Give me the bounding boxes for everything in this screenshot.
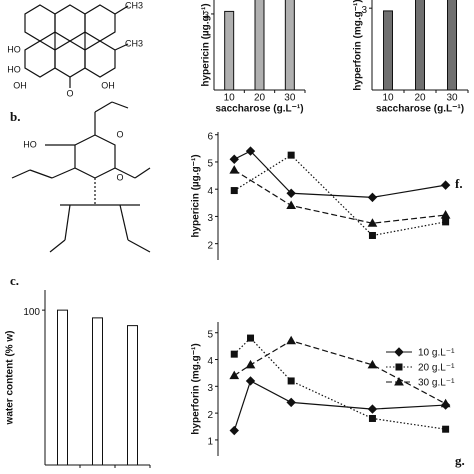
marker [229, 165, 240, 174]
y-tick-label: 3 [361, 5, 367, 16]
marker [440, 210, 451, 219]
series-line [233, 380, 446, 431]
marker [367, 359, 378, 369]
y-tick-label: 5 [207, 329, 213, 340]
y-tick-label: 2 [207, 240, 213, 251]
bar [127, 325, 138, 466]
marker [368, 414, 376, 422]
bar [57, 309, 68, 466]
y-axis-label: hyperforin (mg.g⁻¹) [191, 343, 202, 434]
legend-marker [394, 376, 404, 386]
y-axis-label: hypericin (µg.g⁻¹) [201, 3, 212, 86]
y-tick-label: 5 [207, 159, 213, 170]
marker [230, 187, 238, 195]
bars [383, 0, 457, 91]
marker [368, 231, 376, 239]
marker [442, 218, 450, 226]
bars [224, 0, 295, 91]
y-tick-label: 4 [207, 186, 213, 197]
marker [245, 146, 256, 156]
series-line [233, 337, 446, 430]
marker [440, 398, 451, 408]
x-tick-label: 10 [224, 93, 236, 104]
series-line [233, 340, 446, 405]
marker [286, 188, 296, 198]
marker [245, 359, 256, 369]
y-tick-label: 3 [207, 213, 213, 224]
marker [367, 218, 378, 227]
bar [415, 0, 425, 91]
legend-label: 30 g.L⁻¹ [418, 378, 455, 389]
marker [367, 404, 378, 414]
atom-label: O [116, 172, 123, 182]
atom-label: OH [13, 80, 27, 90]
legend-marker [394, 347, 404, 357]
x-axis-label: saccharose (g.L⁻¹) [215, 104, 303, 115]
bar [284, 0, 295, 91]
y-tick-label: 4 [207, 356, 213, 367]
atom-label: HO [7, 64, 21, 74]
x-tick-label: 20 [414, 93, 426, 104]
x-tick-label: 30 [284, 93, 296, 104]
atom-label: OH [101, 80, 115, 90]
y-tick-label: 6 [207, 131, 213, 142]
hypericin-structure [24, 4, 129, 88]
bar [224, 10, 235, 91]
atom-label: HO [23, 139, 37, 149]
atom-label: CH3 [125, 0, 143, 10]
marker [440, 180, 451, 190]
y-axis-label: water content (% w) [5, 331, 16, 426]
series-line [233, 169, 446, 224]
marker [287, 151, 295, 159]
bar [254, 0, 265, 91]
marker [286, 397, 296, 408]
atom-label: CH3 [125, 38, 143, 48]
legend-label: 20 g.L⁻¹ [418, 363, 455, 374]
marker [367, 192, 378, 203]
panel-label: b. [10, 109, 20, 124]
x-tick-label: 30 [446, 93, 458, 104]
marker [229, 425, 239, 436]
atom-label: O [116, 129, 123, 139]
atom-label: O [66, 88, 73, 98]
legend-label: 10 g.L⁻¹ [418, 348, 455, 359]
marker [286, 200, 297, 210]
panel-label: f. [455, 176, 463, 191]
bar [447, 0, 457, 91]
y-tick-label: 2 [207, 410, 213, 421]
bar [383, 10, 393, 91]
x-tick-label: 20 [254, 93, 266, 104]
marker [230, 350, 238, 358]
atom-label: HO [7, 44, 21, 54]
legend-marker [395, 363, 403, 371]
y-axis-label: hyperforin (mg.g⁻¹) [353, 0, 364, 91]
marker [247, 334, 255, 342]
hyperforin-structure [11, 101, 151, 253]
marker [287, 377, 295, 385]
panel-label: g. [455, 453, 465, 468]
marker [229, 154, 239, 164]
marker [286, 335, 297, 345]
marker [442, 425, 450, 433]
x-tick-label: 10 [382, 93, 394, 104]
y-tick-label: 3 [203, 11, 209, 22]
y-tick-label: 3 [207, 383, 213, 394]
y-axis-label: hypericin (µg.g⁻¹) [191, 154, 202, 237]
y-tick-label: 100 [23, 307, 40, 318]
y-tick-label: 1 [207, 437, 213, 448]
bars [57, 309, 138, 466]
marker [229, 370, 240, 380]
marker [245, 376, 256, 386]
panel-label: c. [10, 273, 19, 288]
bar [92, 317, 103, 466]
x-axis-label: saccharose (g.L⁻¹) [376, 104, 464, 115]
